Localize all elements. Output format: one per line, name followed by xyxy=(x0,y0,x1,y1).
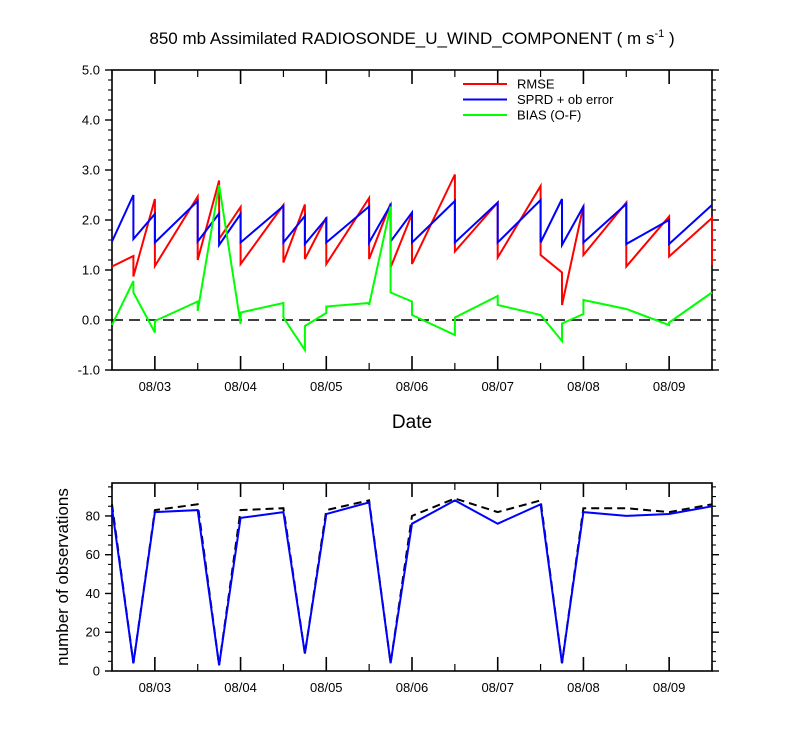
y-tick-label: 80 xyxy=(86,508,100,523)
chart-title-suffix: ) xyxy=(664,29,674,48)
x-tick-label: 08/08 xyxy=(567,379,600,394)
y-tick-label: 0.0 xyxy=(82,313,100,328)
y-tick-label: 2.0 xyxy=(82,213,100,228)
bottom-panel: 08/03 08/04 08/05 08/06 08/07 08/08 08/09 0 20 40… xyxy=(53,482,719,695)
series-line xyxy=(111,184,713,354)
x-tick-label: 08/05 xyxy=(310,379,343,394)
x-tick-label: 08/09 xyxy=(653,379,686,394)
x-axis-title: Date xyxy=(392,412,432,433)
y-tick-label: 60 xyxy=(86,547,100,562)
x-tick-label: 08/07 xyxy=(481,379,514,394)
y-tick-label: -1.0 xyxy=(78,363,100,378)
series-line xyxy=(111,499,713,666)
y-axis-title: number of observations xyxy=(53,488,72,666)
plot-frame xyxy=(111,482,713,672)
y-tick-label: 5.0 xyxy=(82,63,100,78)
x-tick-label: 08/04 xyxy=(224,379,257,394)
x-tick-label: 08/06 xyxy=(396,379,429,394)
series-line xyxy=(111,194,713,249)
chart-title-main: 850 mb Assimilated RADIOSONDE_U_WIND_COM… xyxy=(149,29,654,48)
y-tick-label: 40 xyxy=(86,586,100,601)
y-tick-label: 3.0 xyxy=(82,163,100,178)
y-tick-label: 0 xyxy=(93,664,100,679)
legend-label: BIAS (O-F) xyxy=(517,108,581,123)
x-tick-label: 08/07 xyxy=(481,680,514,695)
x-tick-label: 08/03 xyxy=(139,680,172,695)
legend-label: SPRD + ob error xyxy=(517,92,614,107)
x-tick-label: 08/05 xyxy=(310,680,343,695)
chart-title: 850 mb Assimilated RADIOSONDE_U_WIND_COM… xyxy=(149,28,674,48)
chart-title-superscript: -1 xyxy=(654,28,664,40)
x-tick-label: 08/08 xyxy=(567,680,600,695)
y-tick-label: 1.0 xyxy=(82,263,100,278)
y-tick-label: 20 xyxy=(86,625,100,640)
top-panel: 08/03 08/04 08/05 08/06 08/07 08/08 08/09 -1.0 0… xyxy=(78,63,719,433)
x-tick-label: 08/09 xyxy=(653,680,686,695)
y-tick-label: 4.0 xyxy=(82,113,100,128)
x-tick-label: 08/04 xyxy=(224,680,257,695)
x-tick-label: 08/03 xyxy=(139,379,172,394)
legend-label: RMSE xyxy=(517,77,555,92)
x-tick-label: 08/06 xyxy=(396,680,429,695)
